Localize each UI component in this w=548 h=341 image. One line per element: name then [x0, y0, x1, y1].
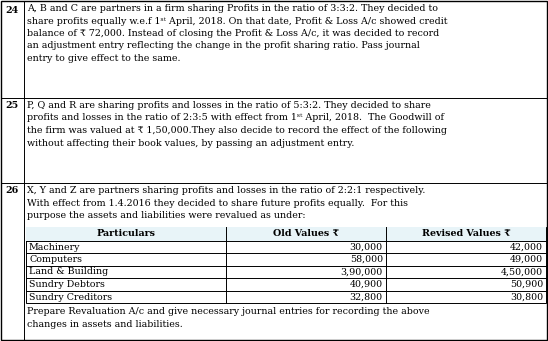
- Text: 58,000: 58,000: [350, 255, 383, 264]
- Text: Land & Building: Land & Building: [29, 267, 109, 277]
- Text: Revised Values ₹: Revised Values ₹: [421, 229, 510, 238]
- Text: Machinery: Machinery: [29, 242, 81, 252]
- Text: A, B and C are partners in a firm sharing Profits in the ratio of 3:3:2. They de: A, B and C are partners in a firm sharin…: [27, 4, 448, 63]
- Text: Prepare Revaluation A/c and give necessary journal entries for recording the abo: Prepare Revaluation A/c and give necessa…: [27, 307, 430, 329]
- Text: Particulars: Particulars: [96, 229, 156, 238]
- Text: 3,90,000: 3,90,000: [341, 267, 383, 277]
- Text: 50,900: 50,900: [510, 280, 543, 289]
- Text: X, Y and Z are partners sharing profits and losses in the ratio of 2:2:1 respect: X, Y and Z are partners sharing profits …: [27, 186, 425, 220]
- Text: 4,50,000: 4,50,000: [501, 267, 543, 277]
- Text: Sundry Creditors: Sundry Creditors: [29, 293, 112, 301]
- Text: 49,000: 49,000: [510, 255, 543, 264]
- Bar: [26, 227, 546, 303]
- Text: 26: 26: [5, 186, 19, 195]
- Text: 30,000: 30,000: [350, 242, 383, 252]
- Text: 25: 25: [5, 101, 19, 110]
- Text: 42,000: 42,000: [510, 242, 543, 252]
- Text: 30,800: 30,800: [510, 293, 543, 301]
- Text: P, Q and R are sharing profits and losses in the ratio of 5:3:2. They decided to: P, Q and R are sharing profits and losse…: [27, 101, 447, 148]
- Text: 40,900: 40,900: [350, 280, 383, 289]
- Text: 32,800: 32,800: [350, 293, 383, 301]
- Text: Computers: Computers: [29, 255, 82, 264]
- Text: Sundry Debtors: Sundry Debtors: [29, 280, 105, 289]
- Bar: [26, 227, 546, 241]
- Text: 24: 24: [5, 6, 19, 15]
- Text: Old Values ₹: Old Values ₹: [273, 229, 339, 238]
